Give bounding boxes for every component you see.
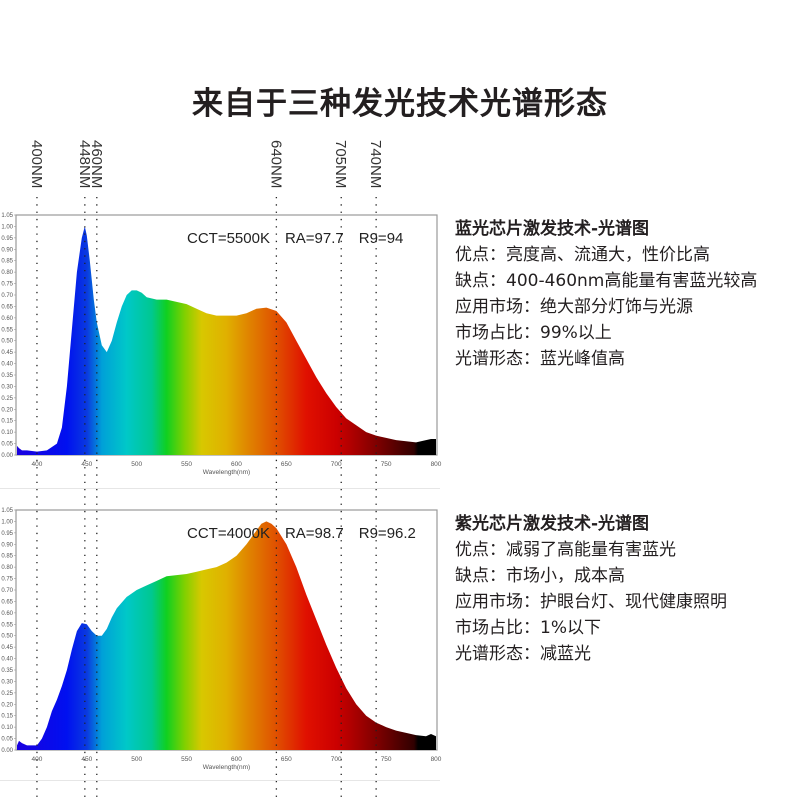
- panel-line-share: 市场占比：1%以下: [455, 618, 601, 638]
- wavelength-marker-label: 460NM: [87, 140, 105, 189]
- y-tick-label: 0.25: [1, 396, 13, 402]
- x-tick-label: 500: [131, 461, 142, 468]
- panel-line-disadvantages: 缺点：市场小，成本高: [455, 566, 625, 586]
- x-axis-label: Wavelength(nm): [203, 469, 250, 476]
- y-tick-label: 0.95: [1, 531, 13, 537]
- divider: [0, 488, 440, 489]
- panel-line-form: 光谱形态：减蓝光: [455, 644, 591, 664]
- y-tick-label: 1.00: [1, 224, 13, 230]
- y-tick-label: 0.00: [1, 453, 13, 459]
- y-tick-label: 0.10: [1, 725, 13, 731]
- x-axis-label: Wavelength(nm): [203, 764, 250, 771]
- y-tick-label: 0.80: [1, 270, 13, 276]
- y-tick-label: 0.20: [1, 407, 13, 413]
- chart-annotation: CCT=5500K RA=97.7 R9=94: [187, 230, 403, 247]
- blue-chip-spectrum-chart: 0.00 0.05 0.10 0.15 0.20 0.25 0.30 0.35 0.40 0.45…: [1, 213, 442, 476]
- panel-line-form: 光谱形态：蓝光峰值高: [455, 349, 625, 369]
- x-tick-label: 800: [431, 756, 442, 763]
- x-tick-label: 400: [32, 756, 43, 763]
- panel-line-share: 市场占比：99%以上: [455, 323, 612, 343]
- x-tick-label: 650: [281, 461, 292, 468]
- y-tick-label: 0.25: [1, 691, 13, 697]
- y-tick-label: 0.40: [1, 657, 13, 663]
- y-tick-label: 0.45: [1, 645, 13, 651]
- wavelength-marker-label: 448NM: [75, 140, 93, 189]
- panel-line-market: 应用市场：绝大部分灯饰与光源: [455, 297, 693, 317]
- x-tick-label: 450: [81, 756, 92, 763]
- wavelength-marker-label: 400NM: [27, 140, 45, 189]
- y-tick-label: 0.60: [1, 316, 13, 322]
- page-title: 来自于三种发光技术光谱形态: [192, 86, 608, 122]
- y-tick-label: 0.90: [1, 542, 13, 548]
- y-tick-label: 0.05: [1, 737, 13, 743]
- x-tick-label: 450: [81, 461, 92, 468]
- y-tick-label: 0.35: [1, 373, 13, 379]
- y-tick-label: 0.90: [1, 247, 13, 253]
- x-tick-label: 600: [231, 756, 242, 763]
- wavelength-marker-label: 640NM: [267, 140, 285, 189]
- y-tick-label: 1.05: [1, 508, 13, 514]
- spectrum-area: [17, 226, 436, 455]
- y-tick-label: 0.70: [1, 293, 13, 299]
- y-tick-label: 0.45: [1, 350, 13, 356]
- y-tick-label: 0.95: [1, 236, 13, 242]
- violet-chip-info-panel: 紫光芯片激发技术-光谱图 优点：减弱了高能量有害蓝光 缺点：市场小，成本高 应用…: [455, 511, 800, 667]
- x-tick-label: 650: [281, 756, 292, 763]
- violet-chip-spectrum-chart: 0.00 0.05 0.10 0.15 0.20 0.25 0.30 0.35 0.40 0.45…: [1, 508, 442, 771]
- y-tick-label: 0.00: [1, 748, 13, 754]
- x-tick-label: 750: [381, 461, 392, 468]
- y-tick-label: 0.30: [1, 384, 13, 390]
- y-tick-label: 0.10: [1, 430, 13, 436]
- y-tick-label: 0.55: [1, 327, 13, 333]
- spectrum-area: [17, 521, 436, 750]
- y-tick-label: 0.50: [1, 339, 13, 345]
- x-tick-label: 700: [331, 461, 342, 468]
- x-tick-label: 750: [381, 756, 392, 763]
- y-tick-label: 0.75: [1, 282, 13, 288]
- panel-line-market: 应用市场：护眼台灯、现代健康照明: [455, 592, 727, 612]
- divider: [0, 780, 440, 781]
- x-tick-label: 500: [131, 756, 142, 763]
- y-tick-label: 0.15: [1, 714, 13, 720]
- blue-chip-info-panel: 蓝光芯片激发技术-光谱图 优点：亮度高、流通大，性价比高 缺点：400-460n…: [455, 216, 800, 372]
- x-tick-label: 600: [231, 461, 242, 468]
- y-tick-label: 0.70: [1, 588, 13, 594]
- y-tick-label: 0.85: [1, 259, 13, 265]
- y-tick-label: 0.20: [1, 702, 13, 708]
- panel-heading: 紫光芯片激发技术-光谱图: [455, 514, 650, 534]
- y-tick-label: 1.05: [1, 213, 13, 219]
- y-tick-label: 0.50: [1, 634, 13, 640]
- y-tick-label: 0.85: [1, 554, 13, 560]
- y-tick-label: 0.55: [1, 622, 13, 628]
- y-tick-label: 0.15: [1, 419, 13, 425]
- x-tick-label: 550: [181, 461, 192, 468]
- y-tick-label: 0.60: [1, 611, 13, 617]
- x-tick-label: 400: [32, 461, 43, 468]
- y-tick-label: 0.30: [1, 679, 13, 685]
- x-tick-label: 700: [331, 756, 342, 763]
- y-tick-label: 0.80: [1, 565, 13, 571]
- panel-heading: 蓝光芯片激发技术-光谱图: [455, 219, 650, 239]
- x-tick-label: 800: [431, 461, 442, 468]
- y-tick-label: 0.75: [1, 577, 13, 583]
- y-tick-label: 1.00: [1, 519, 13, 525]
- wavelength-marker-label: 705NM: [332, 140, 350, 189]
- chart-annotation: CCT=4000K RA=98.7 R9=96.2: [187, 525, 416, 542]
- y-tick-label: 0.35: [1, 668, 13, 674]
- panel-line-advantages: 优点：减弱了高能量有害蓝光: [455, 540, 676, 560]
- panel-line-advantages: 优点：亮度高、流通大，性价比高: [455, 245, 710, 265]
- wavelength-marker-label: 740NM: [367, 140, 385, 189]
- panel-line-disadvantages: 缺点：400-460nm高能量有害蓝光较高: [455, 271, 758, 291]
- y-tick-label: 0.05: [1, 442, 13, 448]
- y-tick-label: 0.65: [1, 599, 13, 605]
- x-tick-label: 550: [181, 756, 192, 763]
- y-tick-label: 0.65: [1, 304, 13, 310]
- y-tick-label: 0.40: [1, 362, 13, 368]
